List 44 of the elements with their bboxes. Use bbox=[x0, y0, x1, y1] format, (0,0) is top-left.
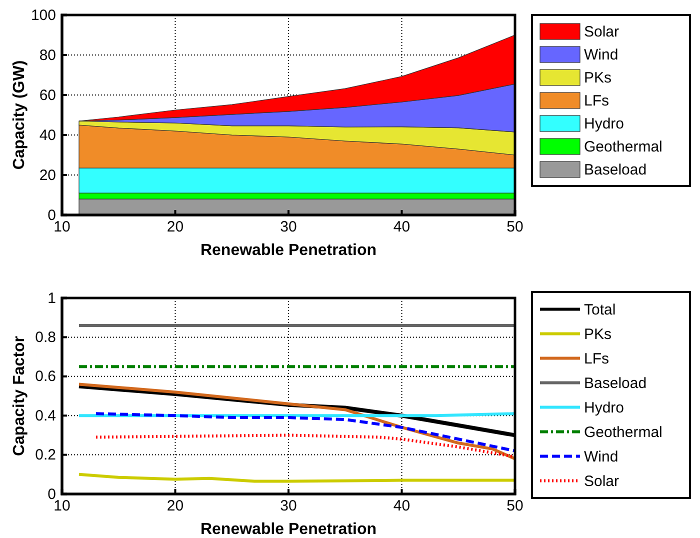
legend-label: Baseload bbox=[584, 162, 647, 178]
legend-label: PKs bbox=[584, 326, 612, 343]
legend-label: Solar bbox=[584, 24, 620, 40]
x-axis-title: Renewable Penetration bbox=[200, 521, 377, 538]
line-series bbox=[77, 382, 516, 460]
x-tick-label: 50 bbox=[506, 218, 524, 236]
legend-label: Total bbox=[584, 301, 616, 318]
y-tick-label: 0.8 bbox=[35, 329, 56, 346]
x-tick-label: 50 bbox=[506, 498, 524, 515]
y-axis-title: Capacity (GW) bbox=[11, 60, 28, 170]
x-tick-label: 10 bbox=[54, 498, 70, 515]
legend-label: Wind bbox=[584, 46, 618, 64]
legend-label: Hydro bbox=[584, 399, 624, 416]
legend-label: LFs bbox=[584, 92, 610, 110]
x-tick-label: 40 bbox=[393, 498, 410, 515]
y-tick-label: 0.4 bbox=[35, 407, 56, 424]
x-tick-label: 30 bbox=[280, 498, 297, 515]
y-tick-label: 0.2 bbox=[35, 446, 56, 464]
x-tick-label: 40 bbox=[393, 218, 410, 236]
y-tick-label: 20 bbox=[39, 166, 56, 184]
x-tick-label: 20 bbox=[166, 498, 184, 515]
legend-label: Wind bbox=[584, 448, 618, 466]
legend-label: Geothermal bbox=[584, 138, 662, 156]
legend-label: Solar bbox=[584, 472, 620, 490]
y-tick-label: 40 bbox=[39, 126, 56, 144]
y-tick-label: 80 bbox=[39, 46, 56, 64]
y-tick-label: 0 bbox=[48, 486, 56, 503]
legend-label: Hydro bbox=[584, 116, 624, 132]
legend-label: Baseload bbox=[584, 374, 647, 392]
y-axis-title: Capacity Factor bbox=[11, 336, 28, 456]
legend-label: Geothermal bbox=[584, 424, 662, 441]
x-tick-label: 20 bbox=[166, 218, 184, 236]
y-tick-label: 0.6 bbox=[35, 368, 56, 386]
legend-label: PKs bbox=[584, 70, 612, 86]
y-tick-label: 60 bbox=[39, 86, 56, 104]
line-series bbox=[77, 472, 516, 483]
x-tick-label: 30 bbox=[280, 218, 297, 236]
x-tick-label: 10 bbox=[54, 218, 70, 236]
x-axis-title: Renewable Penetration bbox=[200, 242, 377, 259]
y-tick-label: 100 bbox=[30, 6, 56, 24]
y-tick-label: 1 bbox=[48, 290, 56, 307]
legend-label: LFs bbox=[584, 350, 610, 368]
line-series bbox=[94, 412, 516, 452]
y-tick-label: 0 bbox=[48, 206, 56, 224]
